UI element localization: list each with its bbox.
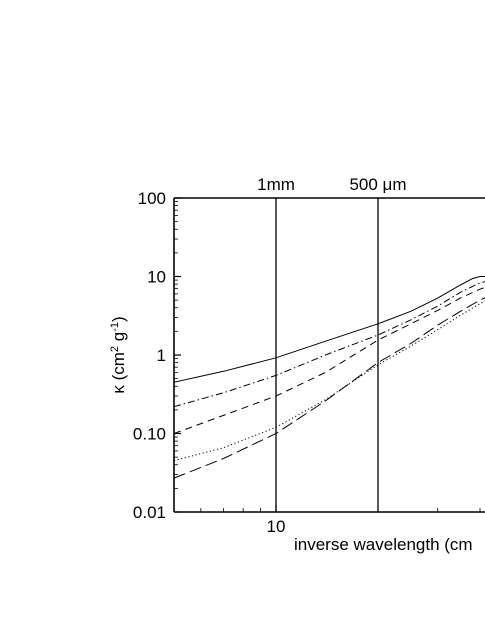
y-tick-label-4: 0.01 xyxy=(133,503,166,522)
plot-frame xyxy=(173,197,485,513)
y-tick-label-1: 10 xyxy=(147,268,166,287)
y-label-main: κ (cm xyxy=(109,352,128,394)
y-axis-ticks: 100 10 1 0.10 0.01 xyxy=(133,189,181,522)
x-axis-ticks: 10 xyxy=(200,505,481,536)
x-tick-label-0: 10 xyxy=(267,517,286,536)
series-dash-dot-line xyxy=(174,281,485,408)
y-tick-label-0: 100 xyxy=(138,189,166,208)
y-tick-label-2: 1 xyxy=(157,346,166,365)
marker-label-0: 1mm xyxy=(257,175,295,194)
series-group xyxy=(174,276,485,479)
series-dotted-line xyxy=(174,300,485,462)
y-tick-label-3: 0.10 xyxy=(133,425,166,444)
marker-label-1: 500 μm xyxy=(349,175,406,194)
wavelength-markers: 1mm 500 μm xyxy=(257,175,407,512)
y-axis-label: κ (cm2 g-1) xyxy=(109,316,128,393)
series-solid-line xyxy=(174,276,485,383)
series-long-dash-line xyxy=(174,297,485,479)
y-label-sup1: 2 xyxy=(109,346,121,352)
series-dashed-line xyxy=(174,286,485,434)
y-label-end: ) xyxy=(109,316,128,322)
y-label-mid: g xyxy=(109,332,128,346)
x-axis-label: inverse wavelength (cm xyxy=(294,535,473,554)
y-label-sup2: -1 xyxy=(109,322,121,332)
